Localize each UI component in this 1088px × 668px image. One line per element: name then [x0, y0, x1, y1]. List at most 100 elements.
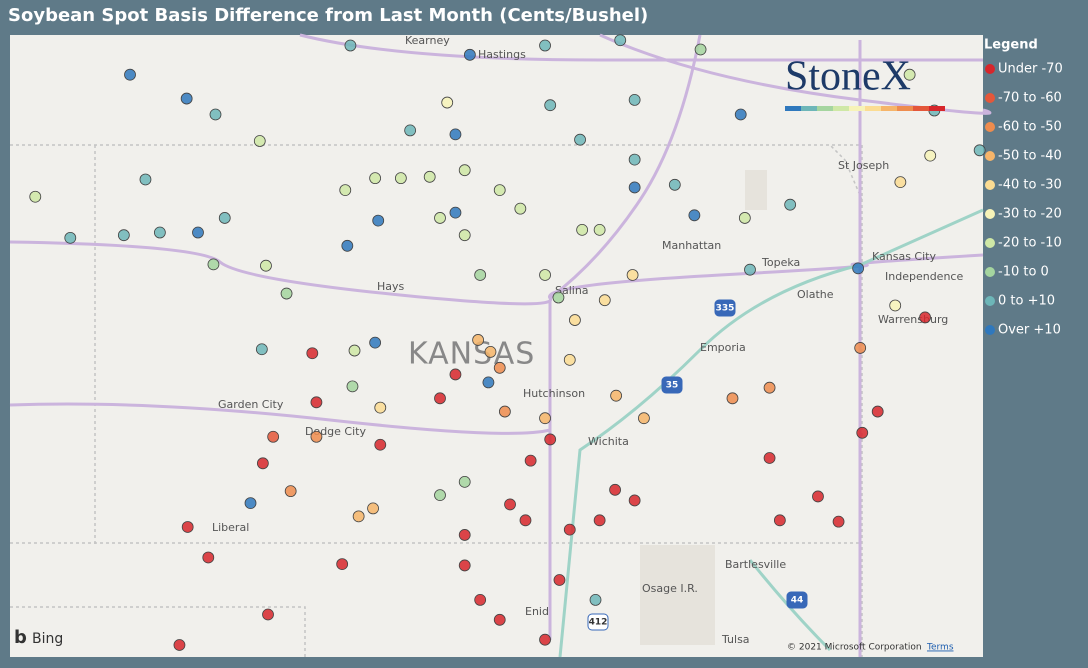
map-background — [10, 35, 983, 657]
location-point — [628, 94, 641, 106]
place-label: Wichita — [588, 435, 629, 448]
location-point — [369, 336, 382, 349]
location-point — [449, 368, 462, 381]
location-point — [367, 502, 379, 515]
highway-shield — [661, 376, 683, 394]
place-label: Bartlesville — [725, 558, 786, 571]
logo-bar-segment — [881, 106, 897, 111]
logo-bar-segment — [897, 106, 913, 111]
legend: Under -70 -70 to -60 -60 to -50 -50 to -40 -… — [985, 62, 1063, 338]
location-point — [306, 347, 319, 360]
logo: StoneX — [785, 54, 945, 111]
place-label: Garden City — [218, 398, 284, 411]
location-point — [563, 353, 576, 366]
location-point — [458, 559, 471, 572]
location-point — [519, 514, 532, 527]
map: Kearney Hastings St Joseph Manhattan Topeka K… — [9, 33, 992, 658]
location-point — [29, 190, 42, 203]
location-point — [202, 551, 215, 564]
location-point — [514, 202, 527, 215]
place-label: Liberal — [212, 521, 249, 534]
location-point — [404, 124, 417, 137]
location-point — [609, 483, 621, 496]
location-point — [153, 226, 166, 239]
location-point — [474, 269, 487, 281]
location-point — [472, 334, 485, 346]
logo-bar-segment — [785, 106, 801, 111]
location-point — [598, 294, 611, 307]
logo-bar-segment — [833, 106, 849, 111]
logo-text: StoneX — [785, 54, 911, 100]
legend-marker — [985, 64, 995, 74]
legend-label: Under -70 — [998, 62, 1063, 77]
location-point — [374, 438, 387, 451]
logo-bar — [785, 106, 945, 111]
place-label: Topeka — [761, 256, 800, 269]
location-point — [903, 68, 916, 81]
legend-marker — [985, 151, 995, 161]
location-point — [253, 135, 266, 147]
location-point — [668, 178, 681, 191]
location-point — [552, 291, 565, 304]
place-label: Independence — [885, 270, 963, 283]
location-point — [628, 153, 641, 166]
reservation-area — [640, 545, 715, 645]
terms-link[interactable]: Terms — [926, 643, 954, 653]
location-point — [539, 412, 551, 425]
location-point — [973, 144, 986, 157]
location-point — [310, 396, 323, 409]
attribution: © 2021 Microsoft Corporation — [787, 643, 922, 653]
location-point — [374, 401, 387, 414]
legend-title: Legend — [984, 38, 1038, 53]
highway-label: 44 — [791, 596, 804, 606]
location-point — [139, 173, 152, 186]
place-label: St Joseph — [838, 159, 889, 172]
location-point — [463, 48, 476, 61]
location-point — [744, 263, 756, 276]
legend-marker — [985, 93, 995, 103]
location-point — [852, 262, 865, 275]
location-point — [889, 299, 902, 312]
location-point — [244, 497, 257, 509]
provider: Bing — [32, 631, 63, 647]
location-point — [458, 529, 471, 541]
place-label: Enid — [525, 605, 549, 618]
location-point — [209, 108, 222, 121]
highway-shield — [587, 613, 609, 631]
legend-marker — [985, 325, 995, 335]
highway-shield — [786, 591, 808, 609]
highway-shield — [714, 299, 736, 317]
location-point — [482, 376, 495, 389]
place-label: Hastings — [478, 48, 526, 61]
location-point — [856, 426, 869, 439]
location-point — [614, 34, 627, 47]
location-point — [341, 239, 354, 252]
location-point — [256, 457, 269, 470]
logo-bar-segment — [801, 106, 817, 111]
location-point — [284, 485, 297, 498]
location-point — [493, 361, 506, 374]
location-point — [434, 392, 446, 405]
legend-label: -40 to -30 — [998, 178, 1062, 193]
location-point — [218, 212, 231, 224]
location-point — [593, 223, 606, 236]
location-point — [574, 133, 586, 146]
location-point — [919, 311, 931, 324]
location-point — [544, 99, 557, 112]
location-point — [694, 43, 707, 56]
location-point — [434, 212, 446, 224]
location-point — [180, 92, 193, 105]
location-point — [434, 489, 446, 502]
legend-marker — [985, 267, 995, 277]
place-label: Kansas City — [872, 250, 936, 263]
location-point — [369, 172, 382, 185]
place-label: Kearney — [405, 34, 450, 47]
place-label: Warrensburg — [878, 313, 948, 326]
highway-label: 335 — [716, 304, 735, 314]
title: Soybean Spot Basis Difference from Last … — [8, 5, 648, 26]
location-point — [734, 108, 747, 121]
location-point — [628, 181, 641, 194]
logo-bar-segment — [817, 106, 833, 111]
place-label: Hays — [377, 280, 405, 293]
